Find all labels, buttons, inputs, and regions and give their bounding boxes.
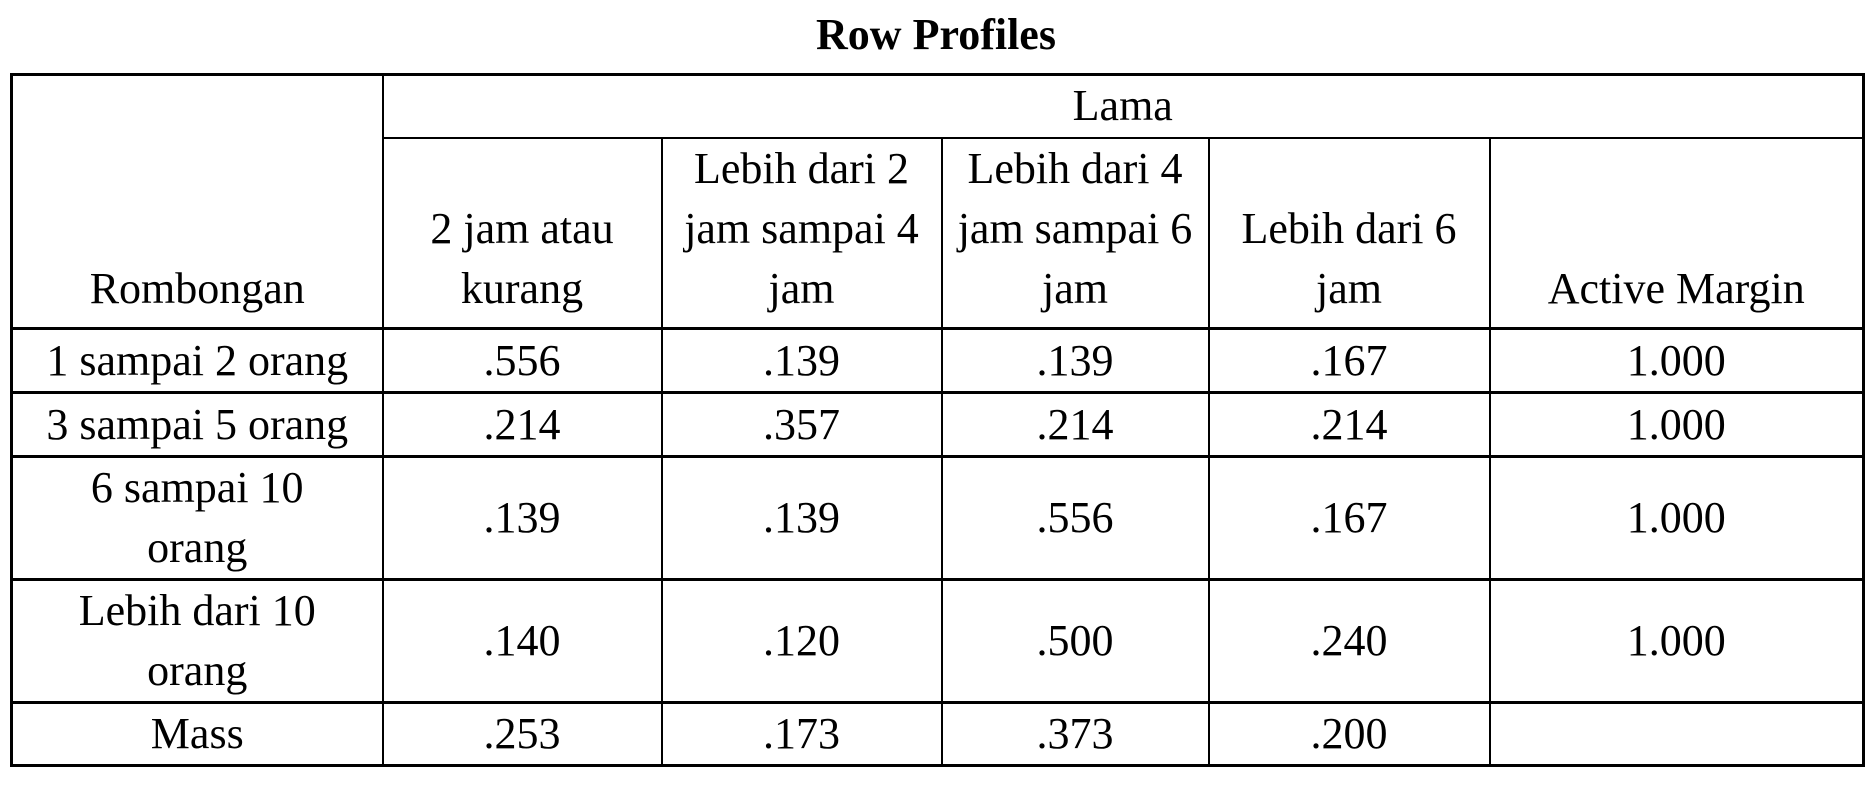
cell-value: .139: [660, 327, 943, 394]
cell-value: 1.000: [1488, 578, 1865, 704]
col-header-lebih-dari-6: Lebih dari 6 jam: [1207, 136, 1491, 330]
cell-value: 1.000: [1488, 391, 1865, 458]
cell-value: .500: [940, 578, 1210, 704]
cell-value: .214: [381, 391, 663, 458]
cell-value: .120: [660, 578, 943, 704]
cell-value: .253: [381, 701, 663, 767]
col-header-active-margin: Active Margin: [1488, 136, 1865, 330]
table-row: 1 sampai 2 orang .556.139.139.167 1.000: [10, 327, 1865, 394]
cell-value: .556: [940, 455, 1210, 581]
cell-value: .214: [1207, 391, 1491, 458]
cell-value: 1.000: [1488, 327, 1865, 394]
cell-value: .139: [381, 455, 663, 581]
cell-value: .240: [1207, 578, 1491, 704]
row-label: Mass: [10, 701, 384, 767]
cell-value: .556: [381, 327, 663, 394]
row-label: Lebih dari 10 orang: [10, 578, 384, 704]
row-profiles-table: Rombongan Lama 2 jam atau kurang Lebih d…: [10, 73, 1866, 767]
table-row: 3 sampai 5 orang .214.357.214.214 1.000: [10, 391, 1865, 458]
column-header-row: 2 jam atau kurang Lebih dari 2 jam sampa…: [12, 136, 1865, 330]
table-row: Lebih dari 10 orang .140.120.500.240 1.000: [10, 578, 1865, 704]
table-row: Mass .253.173.373.200: [10, 701, 1865, 767]
row-label: 3 sampai 5 orang: [10, 391, 384, 458]
cell-value: .373: [940, 701, 1210, 767]
table-title: Row Profiles: [816, 10, 1056, 59]
table-header: Rombongan Lama 2 jam atau kurang Lebih d…: [10, 74, 1865, 330]
row-label: 6 sampai 10 orang: [10, 455, 384, 581]
cell-value: .214: [940, 391, 1210, 458]
cell-value: .167: [1207, 327, 1491, 394]
cell-value: .139: [940, 327, 1210, 394]
table-row: 6 sampai 10 orang .139.139.556.167 1.000: [10, 455, 1865, 581]
cell-value: .167: [1207, 455, 1491, 581]
cell-value: .200: [1207, 701, 1491, 767]
cell-value: .357: [660, 391, 943, 458]
col-header-lebih-dari-4-sampai-6: Lebih dari 4 jam sampai 6 jam: [940, 136, 1210, 330]
cell-value: 1.000: [1488, 455, 1865, 581]
table-body: 1 sampai 2 orang .556.139.139.167 1.000 3 s…: [10, 327, 1865, 767]
cell-value: .139: [660, 455, 943, 581]
cell-value: [1488, 701, 1865, 767]
row-variable-header: Rombongan: [10, 74, 384, 330]
column-variable-header: Lama: [381, 74, 1865, 139]
col-header-2-jam-atau-kurang: 2 jam atau kurang: [381, 136, 663, 330]
col-header-lebih-dari-2-sampai-4: Lebih dari 2 jam sampai 4 jam: [660, 136, 943, 330]
row-label: 1 sampai 2 orang: [10, 327, 384, 394]
cell-value: .173: [660, 701, 943, 767]
cell-value: .140: [381, 578, 663, 704]
spanner-row: Rombongan Lama: [10, 74, 1865, 330]
